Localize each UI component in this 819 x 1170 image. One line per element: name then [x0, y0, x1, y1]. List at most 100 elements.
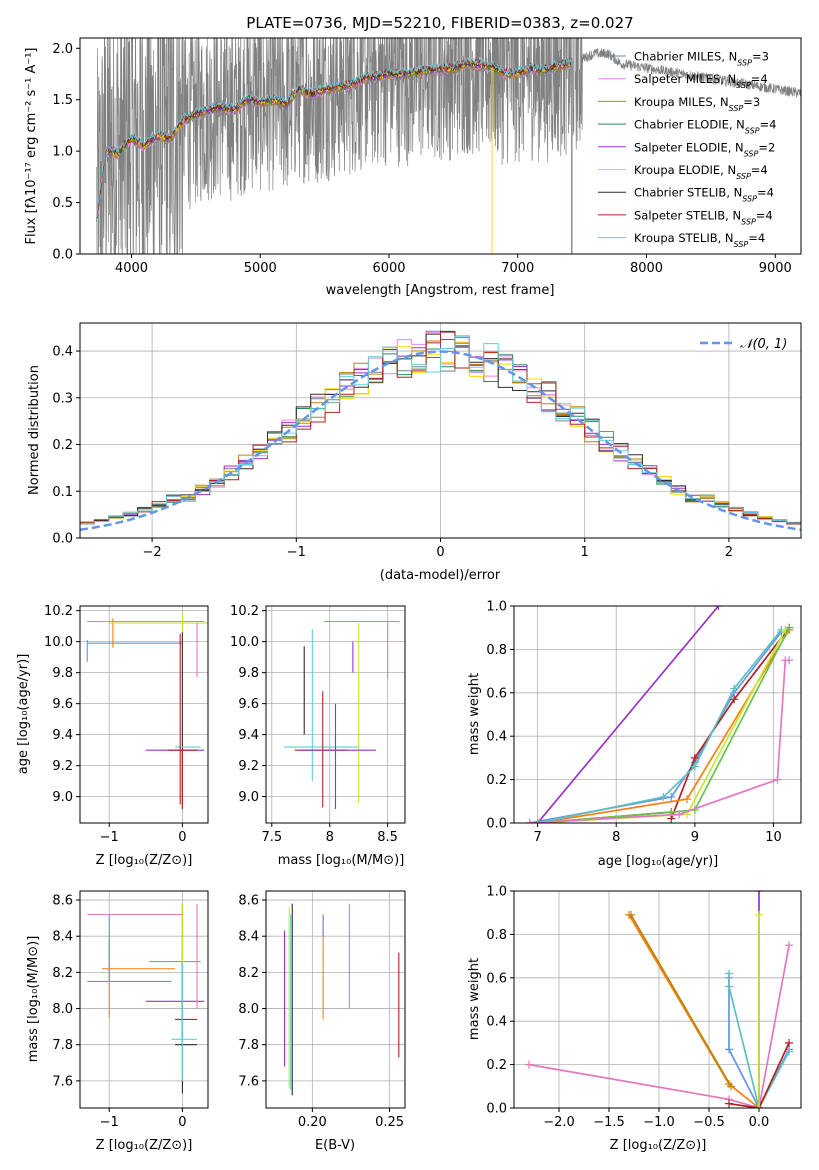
data-point-marker [785, 623, 794, 632]
axes-frame [265, 605, 406, 824]
data-point-marker [730, 684, 739, 693]
model-line-kroupa-stelib [96, 56, 573, 254]
data-point-marker [667, 792, 676, 801]
x-tick-label: 0.25 [375, 1115, 404, 1130]
spectrum-panel: 4000 5000 6000 7000 8000 9000 0.0 0.5 1.0 1.5 2.0 [52, 37, 802, 276]
x-tick-label: 8000 [630, 261, 663, 276]
y-tick-label: 7.8 [238, 1038, 259, 1053]
data-point-marker [725, 969, 733, 978]
x-axis-label: Z [log₁₀(Z/Z⊙)] [96, 1138, 193, 1153]
data-point-marker [675, 810, 684, 819]
data-point-marker [659, 792, 668, 801]
y-axis-label: age [log₁₀(age/yr)] [16, 654, 31, 775]
series-line [529, 631, 782, 823]
plot-area [525, 891, 793, 1108]
y-axis-label: mass weight [467, 673, 482, 755]
x-tick-label: −0.5 [693, 1115, 725, 1130]
y-tick-label: 9.2 [52, 759, 73, 774]
data-point-marker [730, 695, 739, 704]
x-tick-label: 9000 [759, 261, 792, 276]
x-tick-label: 4000 [115, 261, 148, 276]
series-line [536, 606, 720, 823]
y-tick-label: 8.4 [52, 930, 73, 945]
y-tick-label: 0.5 [52, 196, 73, 211]
series-line [630, 914, 732, 1087]
x-tick-label: 6000 [372, 261, 405, 276]
y-tick-label: 9.4 [52, 728, 73, 743]
plot-area [283, 620, 400, 810]
mass-vs-EBV-panel: 0.20 0.25 7.6 7.8 8.0 8.2 8.4 8.6 [238, 890, 406, 1130]
x-axis-label: Z [log₁₀(Z/Z⊙)] [96, 853, 193, 868]
x-tick-label: 0 [436, 545, 444, 560]
y-tick-label: 7.8 [52, 1038, 73, 1053]
age-vs-mass-panel: 7.5 8 8.5 9.0 9.2 9.4 9.6 9.8 10.0 10.2 [230, 604, 406, 845]
data-point-marker [533, 819, 542, 823]
data-point-marker [785, 1038, 793, 1047]
y-tick-label: 1.0 [52, 145, 73, 160]
x-tick-label: 5000 [244, 261, 277, 276]
y-axis-label: mass weight [467, 958, 482, 1040]
axes-frame [79, 890, 209, 1109]
x-axis-label: Z [log₁₀(Z/Z⊙)] [610, 1138, 707, 1153]
x-tick-label: 8.5 [377, 830, 398, 845]
x-tick-label: 8 [612, 830, 620, 845]
y-tick-label: 0.8 [486, 928, 507, 943]
y-tick-label: 10.0 [230, 635, 259, 650]
x-tick-label: −1.0 [643, 1115, 675, 1130]
y-tick-label: 0.0 [486, 817, 507, 832]
y-tick-label: 0.3 [52, 391, 73, 406]
y-tick-label: 8.2 [52, 966, 73, 981]
legend-entry: Salpeter MILES, NSSP=4 [634, 72, 768, 90]
y-tick-label: 8.2 [238, 966, 259, 981]
plot-area [283, 903, 400, 1096]
y-tick-label: 9.8 [238, 666, 259, 681]
y-tick-label: 9.6 [52, 697, 73, 712]
x-tick-label: −2.0 [543, 1115, 575, 1130]
y-tick-label: 1.0 [486, 600, 507, 615]
x-axis-label: wavelength [Angstrom, rest frame] [326, 283, 555, 298]
x-axis-label: E(B-V) [315, 1138, 355, 1153]
legend-entry: Salpeter STELIB, NSSP=4 [634, 208, 773, 226]
legend-entry: 𝒩(0, 1) [740, 337, 787, 352]
data-point-marker [714, 606, 723, 610]
plot-area [525, 606, 794, 823]
y-tick-label: 7.6 [238, 1074, 259, 1089]
y-axis-label: Flux [fλ10⁻¹⁷ erg cm⁻² s⁻¹ A⁻¹] [24, 48, 39, 245]
legend-entry: Chabrier ELODIE, NSSP=4 [634, 118, 776, 136]
data-point-marker [682, 795, 691, 804]
plot-area [87, 903, 205, 1094]
y-tick-label: 8.6 [52, 894, 73, 909]
x-tick-label: 0 [178, 1115, 186, 1130]
legend-entry: Chabrier MILES, NSSP=3 [634, 50, 769, 68]
y-tick-label: 0.0 [486, 1102, 507, 1117]
x-tick-label: −2 [143, 545, 162, 560]
y-tick-label: 8.0 [238, 1002, 259, 1017]
x-tick-label: 7000 [501, 261, 534, 276]
y-tick-label: 9.4 [238, 728, 259, 743]
y-tick-label: 0.2 [52, 438, 73, 453]
x-tick-label: 0 [178, 830, 186, 845]
y-tick-label: 10.2 [230, 604, 259, 619]
series-line [728, 973, 790, 1108]
mass-weight-vs-age-panel: 7 8 9 10 0.0 0.2 0.4 0.6 0.8 1.0 [486, 600, 802, 845]
normal-curve [80, 350, 801, 532]
data-point-marker [525, 1060, 533, 1069]
x-tick-label: −1.5 [593, 1115, 625, 1130]
y-tick-label: 9.6 [238, 697, 259, 712]
series-line [537, 629, 787, 823]
plot-area [80, 330, 801, 532]
x-axis-label: mass [log₁₀(M/M⊙)] [278, 853, 405, 868]
x-tick-label: 2 [725, 545, 733, 560]
y-tick-label: 0.0 [52, 248, 73, 263]
axes-frame [513, 605, 802, 824]
data-point-marker [755, 891, 763, 895]
mass-vs-Z-panel: −1 0 7.6 7.8 8.0 8.2 8.4 8.6 [52, 890, 209, 1130]
data-point-marker [785, 1047, 793, 1056]
y-tick-label: 10.0 [44, 635, 73, 650]
data-point-marker [725, 1099, 733, 1108]
x-tick-label: 9 [691, 830, 699, 845]
y-tick-label: 0.6 [486, 971, 507, 986]
data-point-marker [525, 819, 534, 823]
y-tick-label: 0.2 [486, 773, 507, 788]
